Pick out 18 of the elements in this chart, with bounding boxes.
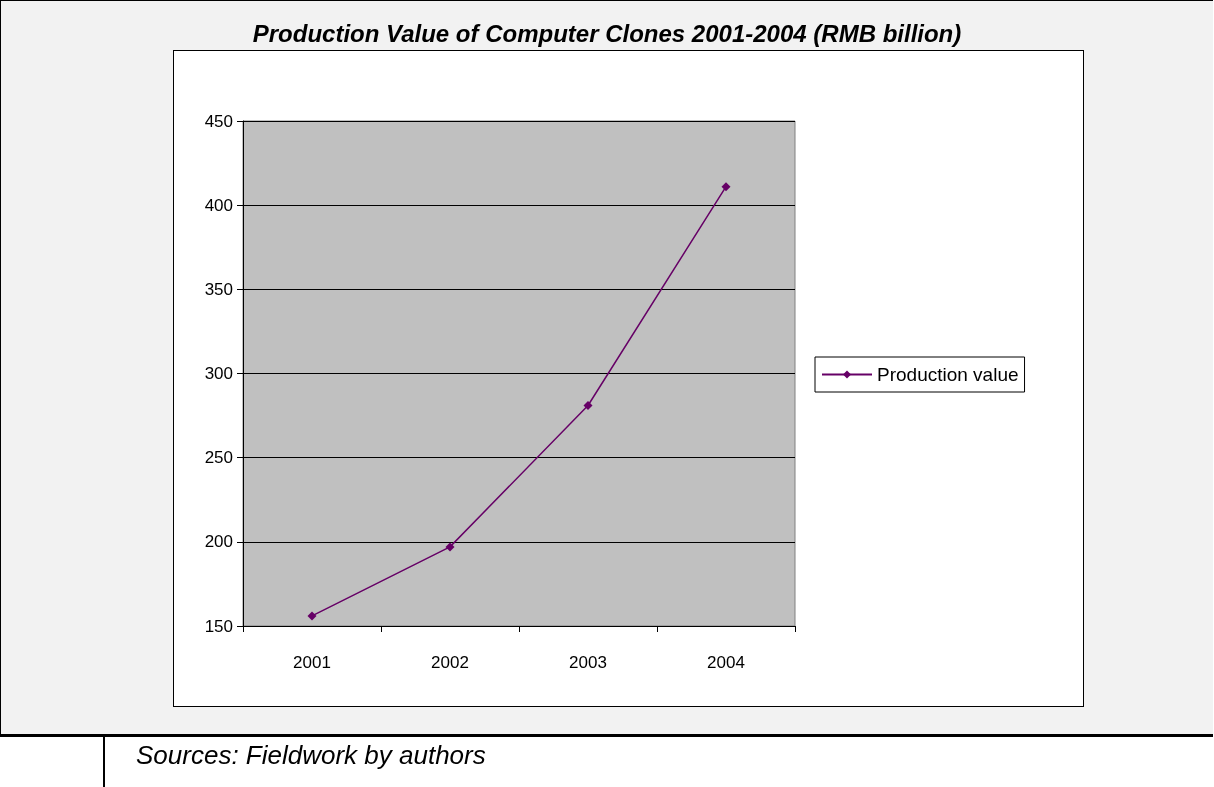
legend-label: Production value <box>877 364 1019 385</box>
source-note: Sources: Fieldwork by authors <box>136 740 486 770</box>
y-tick-label: 250 <box>204 448 233 468</box>
x-tick-label: 2004 <box>707 653 745 672</box>
chart-title: Production Value of Computer Clones 2001-2004 (RMB billion) <box>252 19 962 47</box>
point <box>721 182 731 192</box>
y-tick-label: 150 <box>204 616 233 636</box>
x-tick-label: 2003 <box>569 653 607 672</box>
point <box>445 542 455 552</box>
y-tick-label: 450 <box>204 111 233 131</box>
y-tick-label: 350 <box>204 279 233 299</box>
y-tick-label: 200 <box>204 532 233 552</box>
x-tick-label: 2002 <box>431 653 469 672</box>
point <box>307 611 317 621</box>
y-tick-label: 400 <box>204 195 233 215</box>
x-tick-label: 2001 <box>293 653 331 672</box>
y-tick-label: 300 <box>204 364 233 383</box>
point <box>583 400 593 410</box>
